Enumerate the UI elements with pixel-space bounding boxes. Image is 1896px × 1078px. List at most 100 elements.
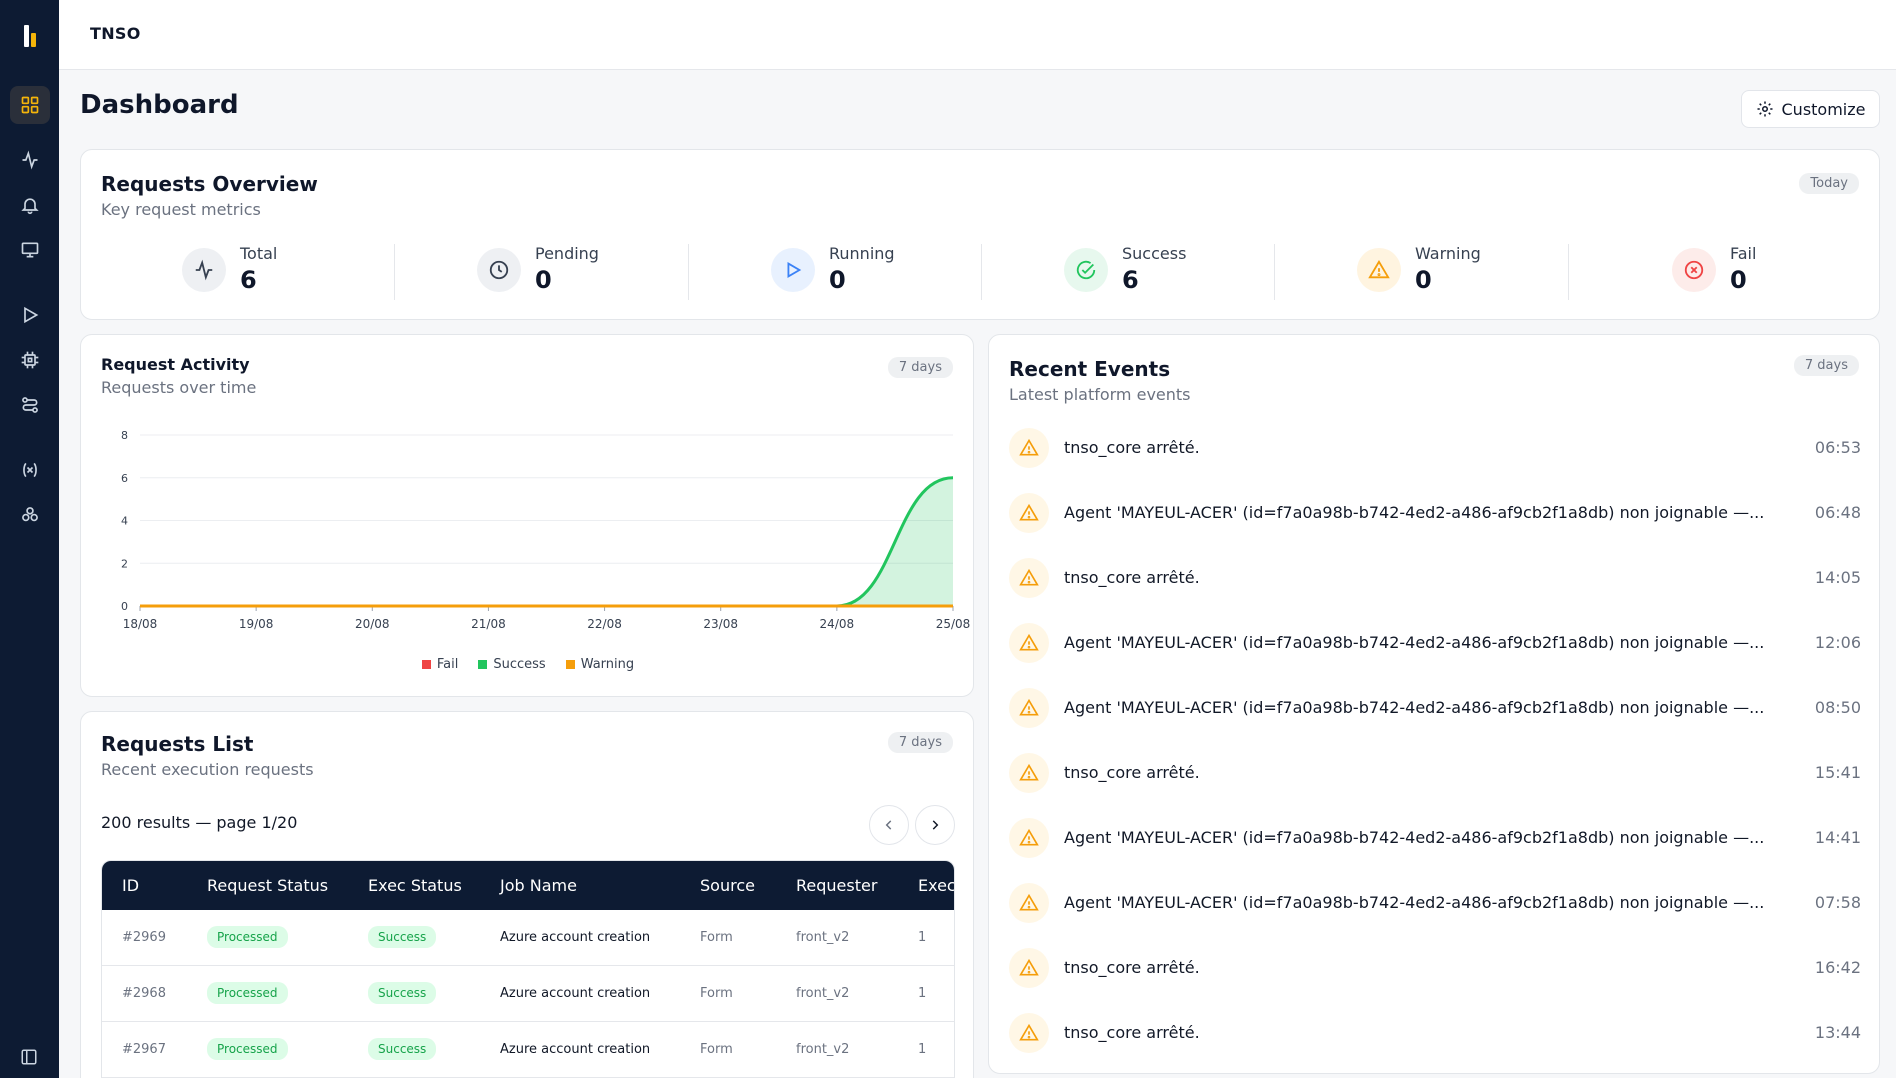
event-item[interactable]: tnso_core arrêté. 16:42 — [1009, 948, 1861, 992]
status-badge: Success — [368, 1038, 437, 1060]
bell-icon — [21, 198, 39, 215]
sidebar-item-dashboard[interactable] — [10, 86, 50, 124]
warning-icon — [1019, 893, 1039, 911]
cpu-icon — [21, 351, 39, 369]
warning-icon — [1019, 698, 1039, 716]
event-text: Agent 'MAYEUL-ACER' (id=f7a0a98b-b742-4e… — [1064, 503, 1765, 522]
next-page-button[interactable] — [915, 805, 955, 845]
activity-title: Request Activity — [101, 355, 250, 374]
event-time: 15:41 — [1814, 763, 1861, 782]
sidebar-item-run[interactable] — [10, 296, 50, 334]
stat-label: Running — [829, 244, 895, 263]
event-icon — [1009, 818, 1049, 858]
events-subtitle: Latest platform events — [1009, 385, 1191, 404]
warning-icon — [1019, 438, 1039, 456]
event-item[interactable]: tnso_core arrêté. 13:44 — [1009, 1013, 1861, 1057]
warning-icon — [1368, 259, 1390, 279]
legend-item-fail[interactable]: Fail — [421, 657, 458, 672]
event-time: 08:50 — [1814, 698, 1861, 717]
workflow-icon — [22, 397, 38, 413]
sidebar-item-integrations[interactable] — [10, 496, 50, 534]
series-area-success — [140, 477, 953, 606]
warning-icon — [1019, 763, 1039, 781]
divider — [1568, 244, 1569, 300]
event-text: Agent 'MAYEUL-ACER' (id=f7a0a98b-b742-4e… — [1064, 633, 1765, 652]
integrations-icon — [22, 507, 38, 522]
legend-item-success[interactable]: Success — [478, 657, 546, 672]
x-tick-label: 24/08 — [820, 617, 855, 631]
x-tick-label: 19/08 — [239, 617, 274, 631]
y-tick-label: 2 — [121, 557, 128, 570]
table-row[interactable]: #2967 Processed Success Azure account cr… — [102, 1022, 954, 1078]
event-item[interactable]: Agent 'MAYEUL-ACER' (id=f7a0a98b-b742-4e… — [1009, 493, 1861, 537]
event-item[interactable]: tnso_core arrêté. 14:05 — [1009, 558, 1861, 602]
event-text: Agent 'MAYEUL-ACER' (id=f7a0a98b-b742-4e… — [1064, 893, 1765, 912]
warning-icon — [1019, 568, 1039, 586]
sidebar-item-monitor[interactable] — [10, 231, 50, 269]
chevron-left-icon — [885, 820, 892, 830]
divider — [688, 244, 689, 300]
x-tick-label: 22/08 — [587, 617, 622, 631]
requests-period-badge[interactable]: 7 days — [887, 732, 953, 753]
col-exec[interactable]: Exec — [918, 876, 955, 895]
col-requester[interactable]: Requester — [796, 876, 878, 895]
event-text: Agent 'MAYEUL-ACER' (id=f7a0a98b-b742-4e… — [1064, 698, 1765, 717]
event-item[interactable]: tnso_core arrêté. 06:53 — [1009, 428, 1861, 472]
event-item[interactable]: Agent 'MAYEUL-ACER' (id=f7a0a98b-b742-4e… — [1009, 818, 1861, 862]
overview-subtitle: Key request metrics — [101, 200, 261, 219]
activity-period-badge[interactable]: 7 days — [887, 357, 953, 378]
y-tick-label: 8 — [121, 429, 128, 442]
event-time: 06:53 — [1814, 438, 1861, 457]
stat-value: 0 — [535, 266, 552, 294]
requests-title: Requests List — [101, 732, 254, 756]
sidebar-item-agents[interactable] — [10, 341, 50, 379]
legend-item-warning[interactable]: Warning — [565, 657, 634, 672]
divider — [394, 244, 395, 300]
y-tick-label: 0 — [121, 600, 128, 613]
sidebar-item-workflows[interactable] — [10, 386, 50, 424]
event-item[interactable]: tnso_core arrêté. 15:41 — [1009, 753, 1861, 797]
col-source[interactable]: Source — [700, 876, 755, 895]
col-id[interactable]: ID — [122, 876, 140, 895]
warning-icon — [1019, 633, 1039, 651]
customize-button[interactable]: Customize — [1741, 90, 1880, 128]
event-item[interactable]: Agent 'MAYEUL-ACER' (id=f7a0a98b-b742-4e… — [1009, 623, 1861, 667]
sidebar-collapse-icon[interactable] — [20, 1048, 38, 1066]
request-activity-card: Request Activity Requests over time 7 da… — [80, 334, 974, 697]
dashboard-icon — [21, 96, 39, 114]
stat-label: Total — [240, 244, 278, 263]
prev-page-button[interactable] — [869, 805, 909, 845]
requests-overview-card: Requests Overview Key request metrics To… — [80, 149, 1880, 320]
table-row[interactable]: #2969 Processed Success Azure account cr… — [102, 910, 954, 966]
col-exec-status[interactable]: Exec Status — [368, 876, 462, 895]
variable-icon — [23, 462, 37, 478]
monitor-icon — [21, 242, 39, 258]
status-badge: Processed — [207, 1038, 288, 1060]
overview-title: Requests Overview — [101, 172, 318, 196]
stat-label: Pending — [535, 244, 599, 263]
chart-legend: Fail Success Warning — [81, 657, 975, 672]
brand-name: TNSO — [90, 24, 141, 43]
event-text: tnso_core arrêté. — [1064, 438, 1200, 457]
app-logo[interactable] — [0, 14, 59, 58]
event-text: tnso_core arrêté. — [1064, 763, 1200, 782]
divider — [981, 244, 982, 300]
customize-label: Customize — [1781, 99, 1866, 119]
event-text: tnso_core arrêté. — [1064, 1023, 1200, 1042]
overview-period-badge[interactable]: Today — [1799, 173, 1859, 194]
x-circle-icon — [1684, 260, 1704, 280]
sidebar-item-variables[interactable] — [10, 451, 50, 489]
event-icon — [1009, 688, 1049, 728]
table-row[interactable]: #2968 Processed Success Azure account cr… — [102, 966, 954, 1022]
stat-label: Fail — [1730, 244, 1757, 263]
event-item[interactable]: Agent 'MAYEUL-ACER' (id=f7a0a98b-b742-4e… — [1009, 688, 1861, 732]
event-icon — [1009, 948, 1049, 988]
event-icon — [1009, 428, 1049, 468]
col-job-name[interactable]: Job Name — [500, 876, 577, 895]
sidebar-item-activity[interactable] — [10, 141, 50, 179]
status-badge: Success — [368, 982, 437, 1004]
event-item[interactable]: Agent 'MAYEUL-ACER' (id=f7a0a98b-b742-4e… — [1009, 883, 1861, 927]
sidebar-item-notifications[interactable] — [10, 186, 50, 224]
events-period-badge[interactable]: 7 days — [1793, 355, 1859, 376]
col-request-status[interactable]: Request Status — [207, 876, 329, 895]
